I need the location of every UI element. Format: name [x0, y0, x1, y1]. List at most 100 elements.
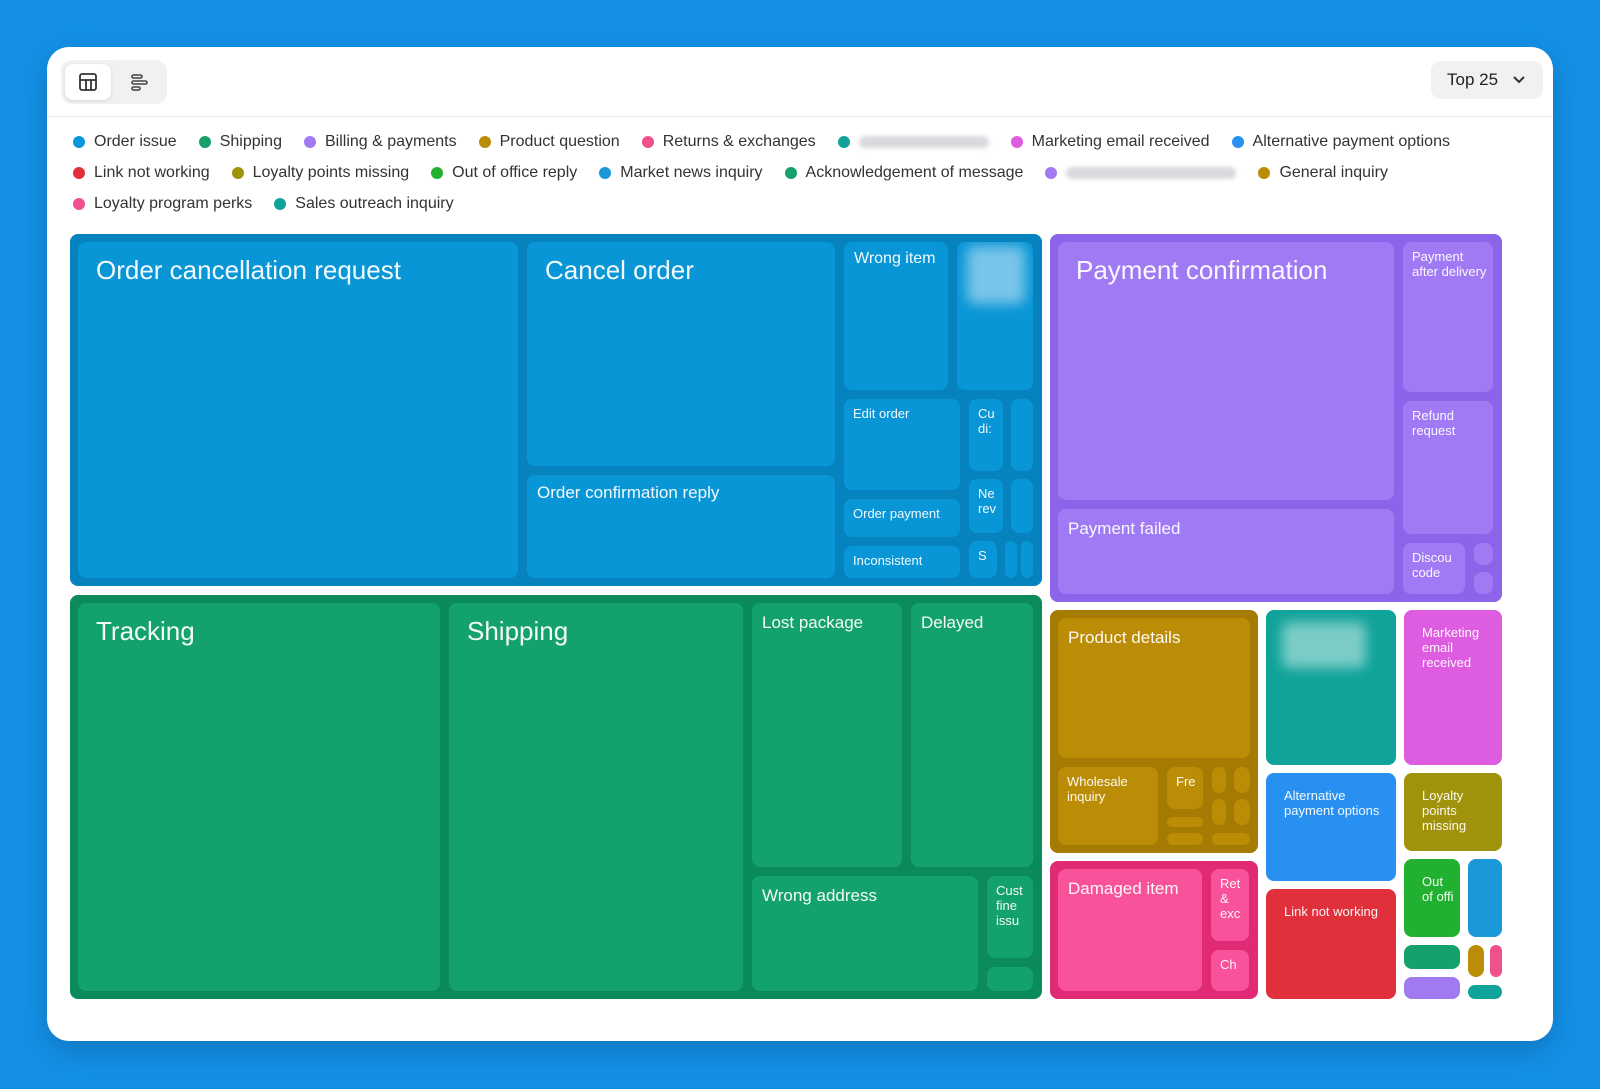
tile-s[interactable]: S [969, 541, 997, 578]
tile-product-details[interactable]: Product details [1058, 618, 1250, 758]
tile-acknowledgement[interactable] [1404, 945, 1460, 969]
tile-cust-fine-issue[interactable]: Cust fine issu [987, 876, 1033, 958]
tile-link-not-working[interactable]: Link not working [1266, 889, 1396, 999]
tile-payment-failed[interactable]: Payment failed [1058, 509, 1394, 594]
tile-shipping[interactable]: Shipping [449, 603, 743, 991]
redacted-label [858, 136, 989, 148]
redacted-label [1066, 167, 1237, 179]
tile-order-confirmation-reply[interactable]: Order confirmation reply [527, 475, 835, 578]
legend-item[interactable]: Loyalty program perks [73, 195, 252, 213]
toolbar: Top 25 [47, 47, 1553, 117]
top-n-select[interactable]: Top 25 [1431, 61, 1543, 99]
tile-inconsistent[interactable]: Inconsistent [844, 546, 960, 578]
redacted-label [1282, 622, 1366, 668]
tile-refund-request[interactable]: Refund request [1403, 401, 1493, 534]
legend-item[interactable]: General inquiry [1258, 164, 1388, 182]
legend-item[interactable]: Alternative payment options [1231, 133, 1450, 151]
tile-payment-after-delivery[interactable]: Payment after delivery [1403, 242, 1493, 392]
treemap-card: Top 25 Order issue Shipping Billing & pa… [47, 47, 1553, 1041]
tile-redacted-purple[interactable] [1404, 977, 1460, 999]
tile-alternative-payment-options[interactable]: Alternative payment options [1266, 773, 1396, 881]
legend-item[interactable]: Market news inquiry [599, 164, 763, 182]
tile-marketing-email-received[interactable]: Marketing email received [1404, 610, 1502, 765]
legend-dot [641, 136, 654, 148]
legend-dot [837, 136, 850, 148]
legend-item[interactable]: Acknowledgement of message [784, 164, 1023, 182]
legend-item-redacted[interactable] [1045, 167, 1237, 179]
redacted-label [967, 246, 1025, 304]
tile-order-payment[interactable]: Order payment [844, 499, 960, 537]
treemap-view-button[interactable] [65, 64, 111, 100]
legend-dot [1010, 136, 1023, 148]
tile-ne-rev[interactable]: Ne rev [969, 479, 1003, 533]
tile-delayed[interactable]: Delayed [911, 603, 1033, 867]
tile-edit-order[interactable]: Edit order [844, 399, 960, 490]
tile-small[interactable] [1011, 479, 1033, 533]
tile-small[interactable] [1167, 833, 1203, 845]
tile-cu-di[interactable]: Cu di: [969, 399, 1003, 471]
bar-view-button[interactable] [117, 64, 163, 100]
tile-loyalty-program-perks[interactable] [1490, 945, 1502, 977]
tile-market-news-inquiry[interactable] [1468, 859, 1502, 937]
tile-ret-exc[interactable]: Ret & exc [1211, 869, 1249, 941]
tile-small[interactable] [987, 967, 1033, 991]
tile-small[interactable] [1474, 543, 1493, 565]
legend-dot [1231, 136, 1244, 148]
chevron-down-icon [1513, 76, 1525, 84]
legend-item[interactable]: Returns & exchanges [641, 133, 816, 151]
tile-small[interactable] [1005, 541, 1017, 578]
legend-item[interactable]: Marketing email received [1010, 133, 1210, 151]
legend-dot [73, 167, 85, 179]
legend-dot [231, 167, 244, 179]
tile-redacted-teal[interactable] [1266, 610, 1396, 765]
legend-dot [73, 198, 85, 210]
legend-dot [1045, 167, 1058, 179]
tile-out-of-office-reply[interactable]: Out of offi [1404, 859, 1460, 937]
legend-dot [599, 167, 612, 179]
tile-small[interactable] [1212, 767, 1226, 793]
tile-ch[interactable]: Ch [1211, 950, 1249, 991]
bar-list-icon [131, 74, 148, 91]
tile-small[interactable] [1011, 399, 1033, 471]
tile-damaged-item[interactable]: Damaged item [1058, 869, 1202, 991]
tile-fre[interactable]: Fre [1167, 767, 1203, 809]
legend-dot [198, 136, 211, 148]
tile-cancel-order[interactable]: Cancel order [527, 242, 835, 466]
tile-general-inquiry[interactable] [1468, 945, 1484, 977]
legend-item[interactable]: Link not working [73, 164, 210, 182]
top-n-label: Top 25 [1447, 70, 1499, 89]
tile-loyalty-points-missing[interactable]: Loyalty points missing [1404, 773, 1502, 851]
tile-lost-package[interactable]: Lost package [752, 603, 902, 867]
grid-icon [79, 73, 97, 91]
legend-dot [274, 198, 287, 210]
legend-item[interactable]: Product question [478, 133, 620, 151]
tile-small[interactable] [1474, 572, 1493, 594]
legend-dot [478, 136, 491, 148]
tile-small[interactable] [1234, 799, 1250, 825]
tile-payment-confirmation[interactable]: Payment confirmation [1058, 242, 1394, 500]
legend-item-redacted[interactable] [837, 136, 989, 148]
tile-tracking[interactable]: Tracking [78, 603, 440, 991]
legend-dot [303, 136, 316, 148]
tile-wrong-address[interactable]: Wrong address [752, 876, 978, 991]
legend-item[interactable]: Sales outreach inquiry [274, 195, 454, 213]
view-switcher [61, 60, 167, 104]
tile-wholesale-inquiry[interactable]: Wholesale inquiry [1058, 767, 1158, 845]
tile-discou-code[interactable]: Discou code [1403, 543, 1465, 594]
tile-order-cancellation-request[interactable]: Order cancellation request [78, 242, 518, 578]
tile-small[interactable] [1021, 541, 1033, 578]
legend-dot [73, 136, 85, 148]
tile-small[interactable] [1212, 799, 1226, 825]
legend-dot [431, 167, 444, 179]
legend-item[interactable]: Billing & payments [303, 133, 457, 151]
tile-small[interactable] [1212, 833, 1250, 845]
legend-item[interactable]: Out of office reply [431, 164, 577, 182]
legend-item[interactable]: Order issue [73, 133, 177, 151]
legend-item[interactable]: Loyalty points missing [231, 164, 409, 182]
tile-wrong-item[interactable]: Wrong item [844, 242, 948, 390]
tile-small[interactable] [1234, 767, 1250, 793]
tile-redacted[interactable] [957, 242, 1033, 390]
tile-small[interactable] [1167, 817, 1203, 827]
legend-item[interactable]: Shipping [198, 133, 282, 151]
tile-sales-outreach[interactable] [1468, 985, 1502, 999]
